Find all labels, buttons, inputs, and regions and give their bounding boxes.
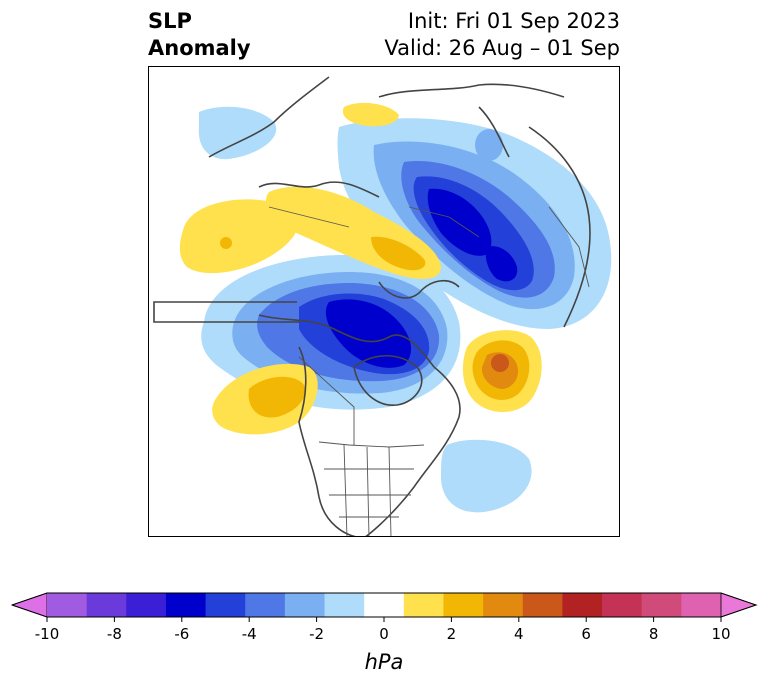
political-borders bbox=[268, 206, 590, 536]
colorbar-segment bbox=[403, 593, 444, 617]
positive-anomaly-scandinavia bbox=[342, 102, 399, 127]
valid-range: Valid: 26 Aug – 01 Sep bbox=[384, 36, 620, 60]
colorbar-segment bbox=[205, 593, 246, 617]
colorbar-segment bbox=[324, 593, 365, 617]
colorbar-segment bbox=[602, 593, 643, 617]
negative-anomaly-west-atlantic bbox=[441, 439, 532, 513]
anomaly-map bbox=[153, 76, 612, 536]
colorbar-tick-label: -4 bbox=[242, 625, 257, 643]
coastlines bbox=[153, 76, 591, 536]
colorbar-segment bbox=[364, 593, 405, 617]
title-variable-type: Anomaly bbox=[148, 36, 251, 60]
map-title: SLP Anomaly bbox=[148, 8, 251, 62]
colorbar-tick-label: -6 bbox=[174, 625, 189, 643]
colorbar: -10 -8 -6 -4 -2 0 2 4 6 8 10 hPa bbox=[10, 592, 758, 674]
colorbar-segment bbox=[165, 593, 207, 617]
colorbar-ticks: -10 -8 -6 -4 -2 0 2 4 6 8 10 bbox=[35, 617, 731, 643]
colorbar-segment bbox=[522, 593, 563, 617]
colorbar-tick-label: -8 bbox=[107, 625, 122, 643]
negative-anomaly-north-atlantic bbox=[198, 106, 277, 160]
colorbar-tick-label: 0 bbox=[379, 625, 389, 643]
colorbar-segment bbox=[126, 593, 167, 617]
positive-anomaly-siberia bbox=[266, 186, 441, 279]
positive-anomaly-atlantic bbox=[462, 330, 542, 413]
colorbar-segment bbox=[47, 593, 88, 617]
colorbar-segment bbox=[483, 593, 524, 617]
positive-anomaly-pacific bbox=[212, 363, 318, 435]
map-panel bbox=[148, 66, 620, 537]
colorbar-segment bbox=[681, 593, 722, 617]
colorbar-unit-label: hPa bbox=[365, 650, 404, 674]
title-variable: SLP bbox=[148, 9, 192, 33]
positive-anomaly-europe bbox=[179, 199, 298, 274]
colorbar-tick-label: 6 bbox=[581, 625, 591, 643]
map-dates: Init: Fri 01 Sep 2023 Valid: 26 Aug – 01… bbox=[384, 8, 620, 62]
colorbar-segments bbox=[10, 592, 758, 618]
negative-anomaly-eurasia bbox=[337, 118, 612, 329]
init-date: Init: Fri 01 Sep 2023 bbox=[407, 9, 620, 33]
colorbar-segment bbox=[284, 593, 326, 617]
colorbar-tick-label: 8 bbox=[649, 625, 659, 643]
colorbar-segment bbox=[443, 593, 484, 617]
colorbar-tick-label: -10 bbox=[35, 625, 60, 643]
colorbar-segment bbox=[86, 593, 127, 617]
colorbar-extend-max bbox=[720, 592, 758, 618]
colorbar-tick-label: 10 bbox=[711, 625, 730, 643]
colorbar-tick-label: -2 bbox=[309, 625, 324, 643]
colorbar-tick-label: 2 bbox=[447, 625, 457, 643]
colorbar-extend-min bbox=[10, 592, 48, 618]
colorbar-segment bbox=[562, 593, 603, 617]
colorbar-segment bbox=[245, 593, 286, 617]
colorbar-tick-label: 4 bbox=[514, 625, 524, 643]
colorbar-segment bbox=[641, 593, 682, 617]
